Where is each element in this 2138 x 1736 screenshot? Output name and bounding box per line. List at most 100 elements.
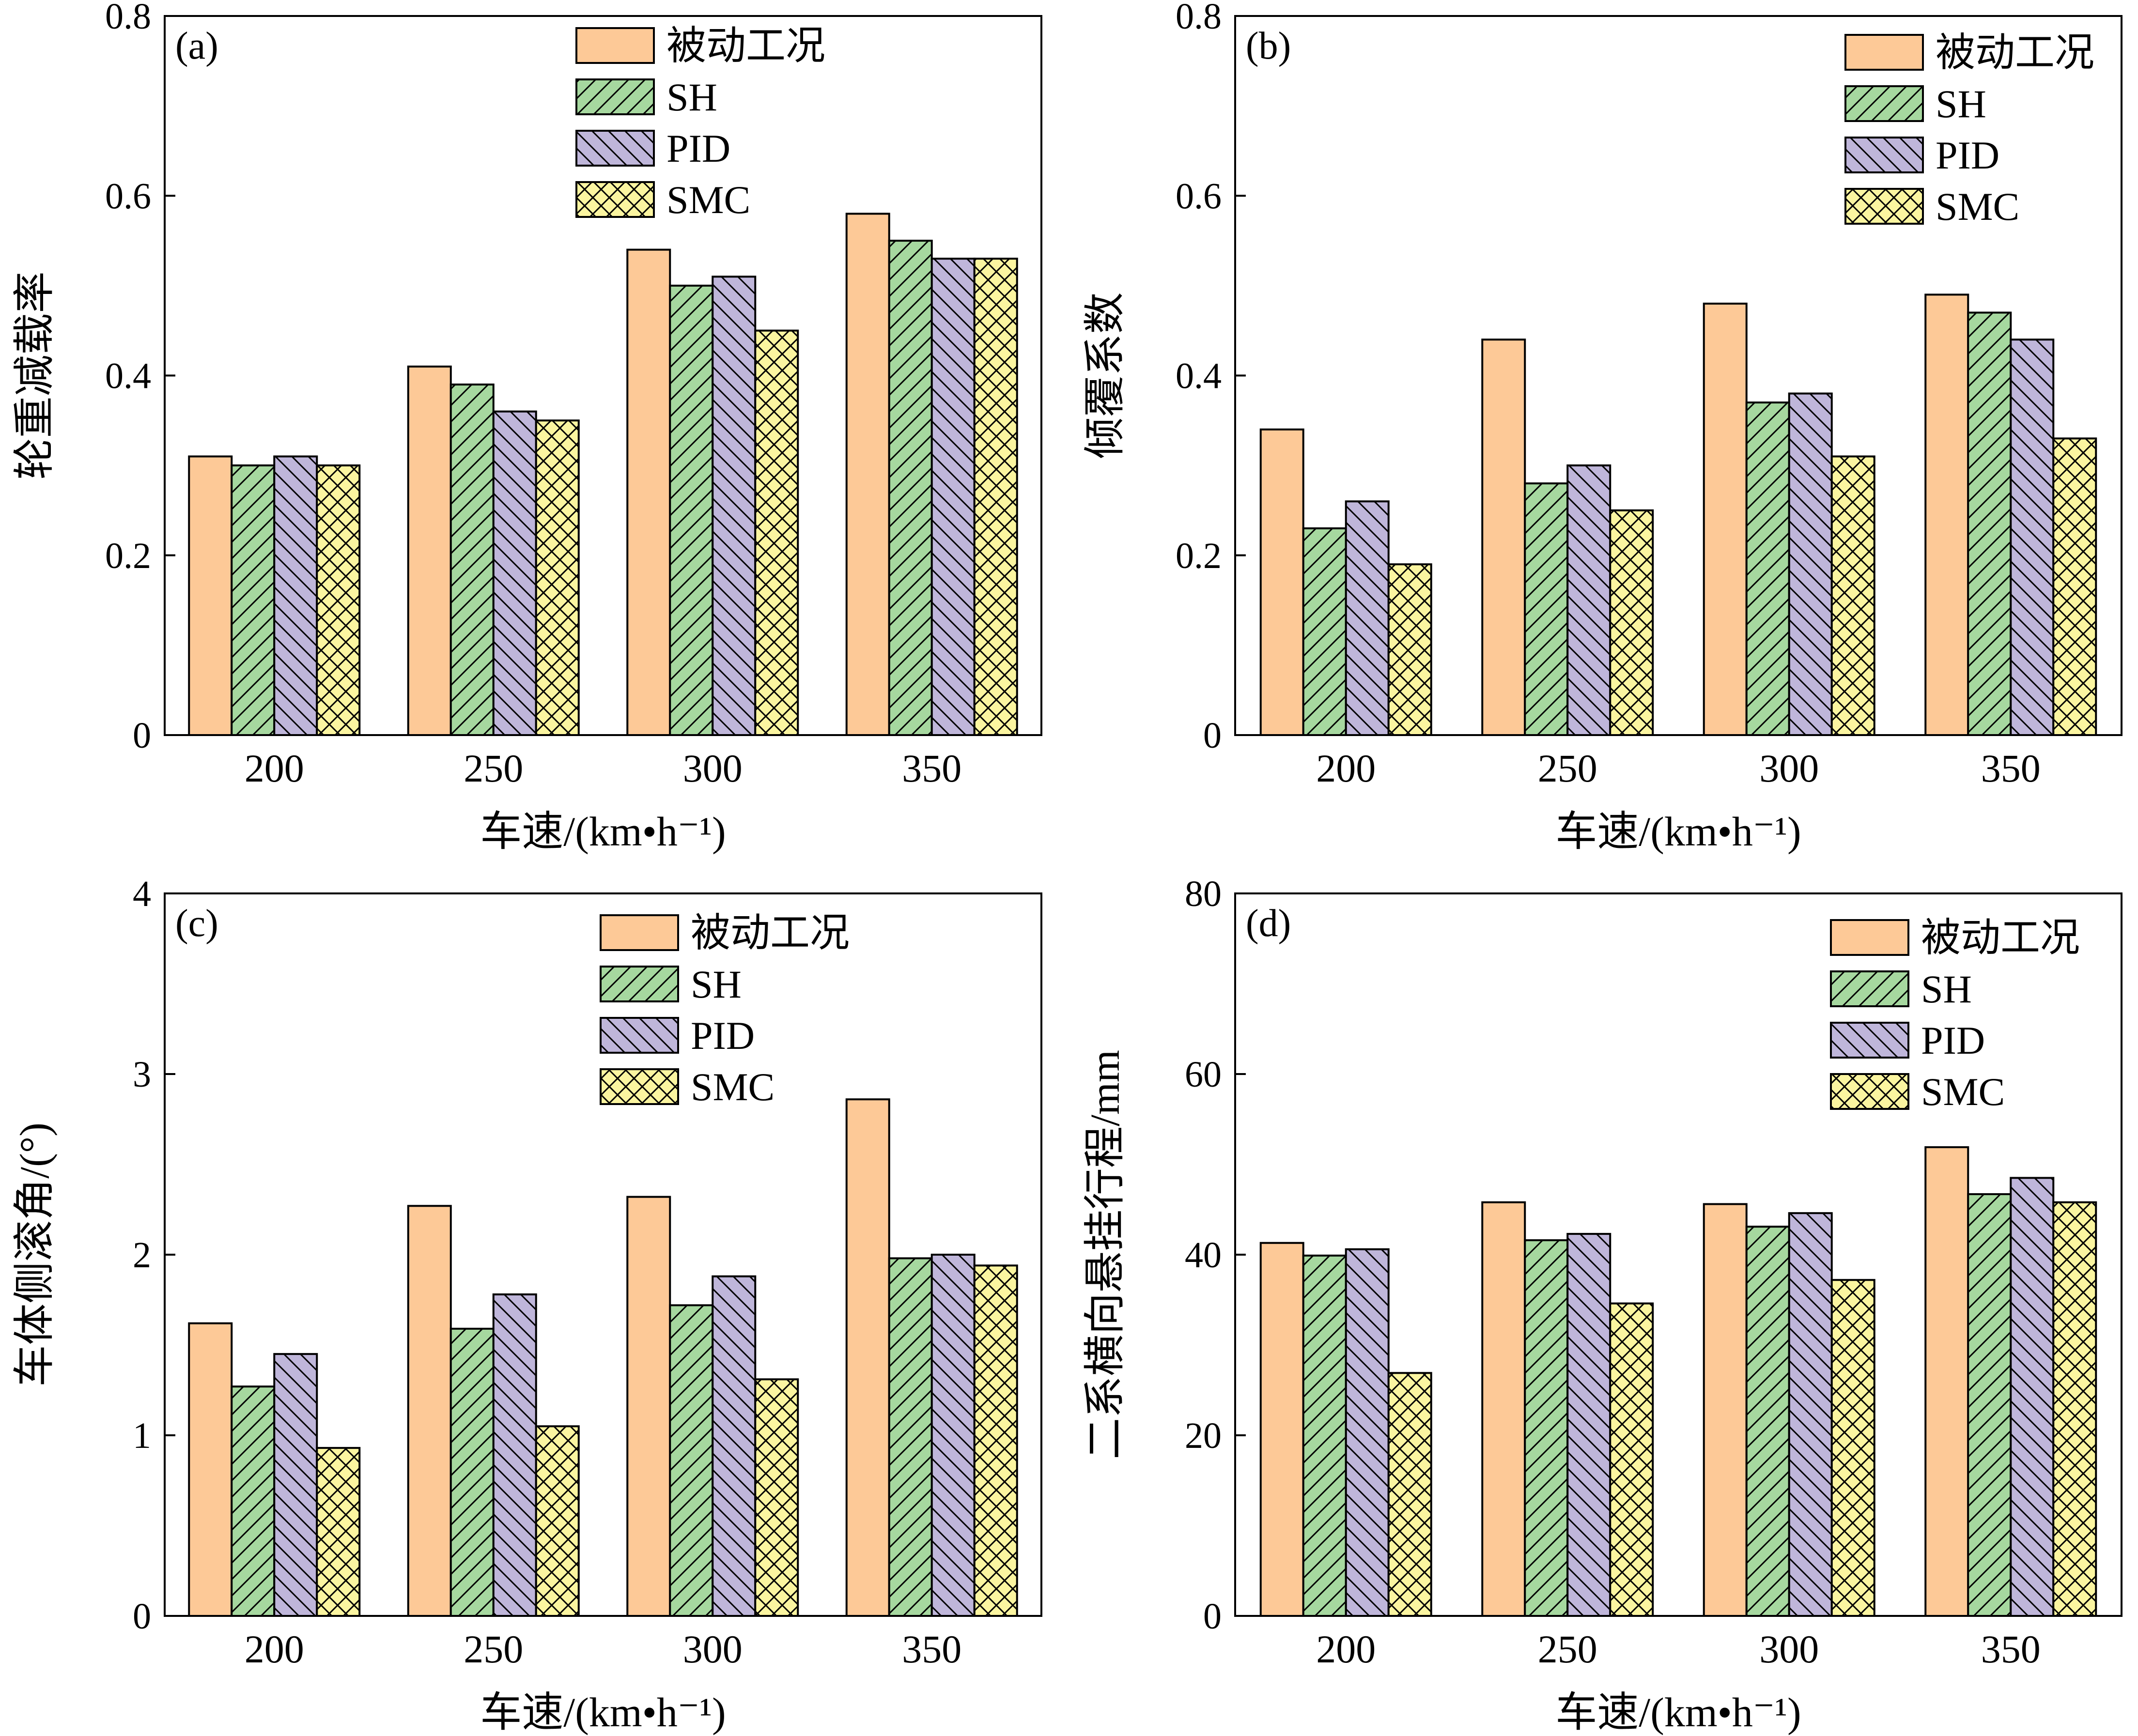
chart-panel-c: 0 1 2 3 4 200 250 300 350 车速/(km•h⁻¹) 车体侧滚角/(°) (c)…: [11, 874, 1042, 1736]
bar-被动工况-200: [188, 1322, 233, 1617]
x-tick-label: 350: [902, 1627, 961, 1671]
chart-panel-b: 0 0.2 0.4 0.6 0.8 200 250 300 350 车速/(km•h⁻¹) 倾覆系数…: [1082, 0, 2123, 855]
bar-SH-250: [449, 384, 495, 736]
bar-SMC-300: [754, 329, 799, 736]
bar-被动工况-350: [845, 213, 890, 736]
y-tick-label: 0.2: [105, 536, 151, 576]
legend-label: SMC: [1936, 184, 2019, 229]
x-tick-label: 200: [245, 1627, 304, 1671]
bar-SH-300: [669, 284, 714, 736]
bar-被动工况-250: [1481, 338, 1526, 736]
bar-SH-350: [1967, 311, 2012, 736]
bar-SH-250: [1524, 482, 1569, 736]
x-tick-label: 200: [245, 746, 304, 790]
bar-PID-200: [1345, 500, 1390, 736]
bar-SMC-300: [1830, 455, 1875, 736]
bar-SMC-200: [316, 464, 361, 736]
legend-label: 被动工况: [691, 911, 850, 955]
panel-label: (a): [175, 25, 218, 67]
bar-SMC-200: [316, 1447, 361, 1617]
legend-label: SMC: [666, 178, 750, 222]
x-tick-label: 300: [683, 746, 743, 790]
legend-swatch-SMC: [1830, 1073, 1909, 1110]
bar-被动工况-350: [1924, 293, 1969, 736]
legend-swatch-被动工况: [575, 27, 655, 64]
panel-label: (b): [1246, 25, 1291, 67]
legend-swatch-被动工况: [1844, 34, 1924, 71]
legend-label: SMC: [1921, 1070, 2005, 1114]
x-tick-label: 250: [464, 746, 523, 790]
y-tick-label: 0.6: [1176, 176, 1222, 216]
legend: 被动工况 SH PID SMC: [575, 24, 825, 222]
x-tick-label: 250: [464, 1627, 523, 1671]
bar-PID-350: [930, 1254, 976, 1617]
bar-SH-350: [1967, 1193, 2012, 1617]
bar-PID-300: [712, 276, 757, 736]
legend-label: SMC: [691, 1065, 775, 1109]
x-axis-label: 车速/(km•h⁻¹): [480, 808, 726, 855]
chart-panel-a: 0 0.2 0.4 0.6 0.8 200 250 300 350 车速/(km•h⁻¹) 轮重减载…: [11, 0, 1042, 855]
x-tick-label: 250: [1538, 746, 1597, 790]
legend-label: PID: [691, 1014, 755, 1058]
y-tick-label: 0.4: [105, 356, 151, 397]
legend-swatch-SMC: [1844, 188, 1924, 225]
bar-SMC-200: [1387, 563, 1432, 736]
x-tick-label: 350: [902, 746, 961, 790]
bar-SMC-250: [1609, 509, 1654, 736]
bar-SMC-350: [973, 258, 1018, 736]
bar-SH-300: [1745, 401, 1790, 736]
y-tick-label: 0.2: [1176, 536, 1222, 576]
bar-被动工况-200: [188, 455, 233, 736]
legend-swatch-PID: [1830, 1022, 1909, 1059]
bar-SMC-350: [2052, 1201, 2097, 1617]
y-tick-label: 1: [133, 1415, 151, 1456]
x-axis-label: 车速/(km•h⁻¹): [1555, 1689, 1801, 1736]
legend-label: 被动工况: [1921, 916, 2080, 960]
x-tick-label: 300: [1759, 1627, 1819, 1671]
bar-PID-250: [1566, 1233, 1611, 1617]
bar-SMC-250: [1609, 1302, 1654, 1617]
x-tick-label: 350: [1981, 1627, 2041, 1671]
x-axis-label: 车速/(km•h⁻¹): [480, 1689, 726, 1736]
bar-SH-200: [1302, 527, 1347, 736]
bar-PID-200: [273, 1353, 318, 1617]
legend-label: PID: [1921, 1018, 1985, 1062]
bar-SMC-250: [535, 419, 580, 736]
x-tick-label: 200: [1316, 1627, 1376, 1671]
panel-label: (c): [175, 902, 218, 945]
bar-SMC-300: [1830, 1279, 1875, 1617]
bar-PID-300: [1788, 1212, 1833, 1617]
y-tick-label: 80: [1185, 874, 1222, 914]
legend-swatch-SH: [575, 78, 655, 115]
bar-SH-300: [1745, 1226, 1790, 1617]
bar-被动工况-300: [1703, 1203, 1748, 1617]
bar-PID-350: [2010, 1177, 2055, 1617]
y-axis-label: 二系横向悬挂行程/mm: [1082, 1050, 1128, 1459]
y-tick-label: 0.6: [105, 176, 151, 216]
legend-swatch-SMC: [575, 181, 655, 218]
bar-SH-200: [231, 1385, 276, 1617]
bar-SMC-350: [973, 1264, 1018, 1617]
bar-PID-250: [492, 1293, 537, 1617]
legend-swatch-SH: [1830, 970, 1909, 1007]
legend-swatch-PID: [1844, 137, 1924, 173]
bar-SH-300: [669, 1304, 714, 1617]
legend-label: PID: [666, 126, 730, 170]
bar-SH-200: [231, 464, 276, 736]
bar-被动工况-300: [626, 1196, 671, 1617]
bar-SMC-350: [2052, 437, 2097, 736]
y-tick-label: 4: [133, 874, 151, 914]
y-tick-label: 3: [133, 1054, 151, 1095]
legend-swatch-SH: [1844, 85, 1924, 122]
bar-被动工况-250: [1481, 1201, 1526, 1617]
panel-label: (d): [1246, 902, 1291, 945]
y-tick-label: 0: [133, 1596, 151, 1637]
y-tick-label: 0.4: [1176, 356, 1222, 397]
bar-被动工况-300: [626, 248, 671, 736]
legend-label: SH: [666, 75, 717, 119]
legend-label: SH: [1936, 82, 1986, 126]
bar-PID-350: [2010, 338, 2055, 736]
bar-SH-350: [888, 1257, 933, 1617]
legend-label: SH: [1921, 967, 1972, 1011]
